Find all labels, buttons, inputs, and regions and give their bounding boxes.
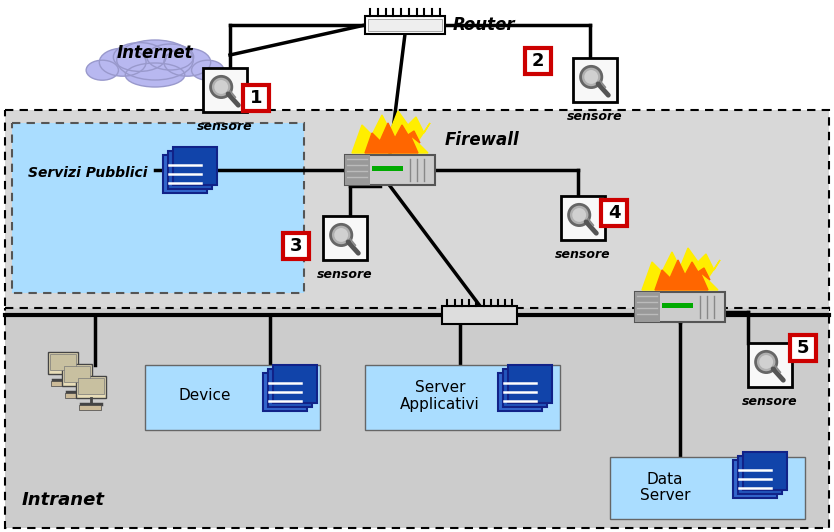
Ellipse shape (147, 44, 193, 70)
Bar (51, 381, 73, 386)
Ellipse shape (585, 70, 598, 84)
Bar (525, 48, 551, 74)
Bar (65, 393, 87, 398)
Bar (662, 303, 694, 308)
Text: sensore: sensore (742, 395, 798, 408)
Ellipse shape (192, 60, 224, 80)
Bar (368, 19, 442, 31)
Text: sensore: sensore (317, 268, 373, 281)
Bar (283, 233, 309, 259)
Bar (268, 369, 312, 407)
Text: 5: 5 (796, 339, 809, 357)
Bar (76, 376, 106, 398)
Ellipse shape (334, 228, 348, 242)
Text: 2: 2 (532, 52, 545, 70)
Ellipse shape (330, 225, 352, 246)
Polygon shape (365, 123, 420, 153)
Bar (601, 200, 627, 226)
Bar (48, 352, 78, 374)
Bar (738, 456, 782, 494)
Ellipse shape (210, 76, 232, 97)
Bar (503, 369, 547, 407)
Bar (443, 306, 518, 324)
Text: 4: 4 (608, 204, 620, 222)
Ellipse shape (86, 60, 118, 80)
Ellipse shape (164, 48, 211, 76)
Bar (263, 373, 307, 411)
Bar (64, 366, 90, 382)
Bar (323, 216, 367, 260)
Bar (50, 354, 76, 370)
Bar (145, 365, 320, 430)
Bar (12, 123, 304, 293)
Bar (62, 364, 92, 386)
Text: Intranet: Intranet (22, 491, 105, 509)
Text: Device: Device (178, 387, 231, 403)
Bar (273, 365, 317, 403)
Bar (635, 292, 725, 322)
Bar (365, 365, 560, 430)
Text: 1: 1 (249, 89, 262, 107)
Bar (5, 110, 829, 310)
Ellipse shape (759, 355, 773, 369)
Text: 3: 3 (289, 237, 302, 255)
Polygon shape (655, 260, 710, 290)
Polygon shape (642, 248, 720, 290)
Text: Data: Data (646, 471, 683, 486)
Ellipse shape (214, 80, 229, 94)
Bar (79, 405, 101, 410)
Text: Servizi Pubblici: Servizi Pubblici (28, 166, 148, 180)
Text: sensore: sensore (555, 248, 610, 261)
Bar (173, 147, 217, 185)
Text: sensore: sensore (567, 110, 623, 123)
Ellipse shape (572, 208, 586, 222)
Text: sensore: sensore (197, 120, 253, 133)
Bar (610, 457, 805, 519)
Bar (561, 196, 605, 240)
Polygon shape (352, 111, 430, 153)
Text: Internet: Internet (117, 44, 193, 62)
Ellipse shape (580, 66, 602, 88)
Bar (243, 85, 269, 111)
Ellipse shape (113, 43, 166, 71)
Bar (203, 68, 247, 112)
Bar (372, 165, 404, 171)
Bar (733, 460, 777, 498)
Text: Applicativi: Applicativi (400, 397, 480, 412)
Ellipse shape (756, 351, 776, 372)
Bar (790, 335, 816, 361)
Bar (365, 16, 445, 34)
Bar (635, 292, 661, 322)
Ellipse shape (99, 48, 146, 76)
Bar (168, 151, 212, 189)
Text: Server: Server (414, 380, 465, 395)
Bar (5, 308, 829, 528)
Ellipse shape (569, 204, 590, 226)
Bar (748, 343, 791, 387)
Bar (345, 155, 435, 185)
Bar (163, 155, 207, 193)
Ellipse shape (117, 40, 193, 80)
Text: Router: Router (453, 16, 515, 34)
Bar (498, 373, 542, 411)
Text: Firewall: Firewall (445, 131, 520, 149)
Bar (78, 378, 104, 394)
Text: Server: Server (640, 488, 691, 503)
Bar (508, 365, 552, 403)
Bar (743, 452, 787, 490)
Bar (573, 58, 617, 102)
Ellipse shape (125, 63, 185, 87)
Bar (345, 155, 370, 185)
